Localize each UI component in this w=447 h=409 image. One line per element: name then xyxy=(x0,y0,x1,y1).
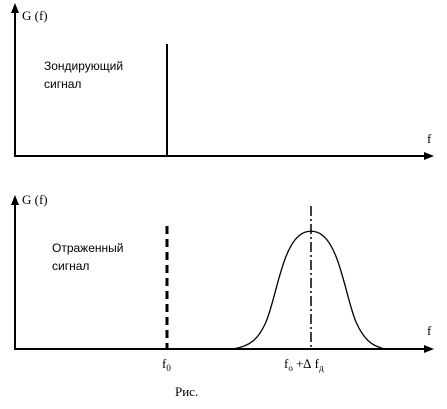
x-label: f xyxy=(427,323,432,338)
subscript: 0 xyxy=(166,363,171,373)
marker-label: f0 xyxy=(162,356,171,373)
arrowheads xyxy=(11,3,434,353)
label-part: f xyxy=(162,356,167,371)
caption: Рис. xyxy=(175,384,198,399)
label-part: f xyxy=(284,356,289,371)
subscript: д xyxy=(319,363,324,373)
annotation: сигнал xyxy=(44,77,81,91)
arrow xyxy=(424,345,434,353)
label-part: +∆ f xyxy=(293,356,320,371)
arrow xyxy=(11,3,19,13)
x-label: f xyxy=(427,131,432,146)
subscript: o xyxy=(288,363,293,373)
annotation: Отраженный xyxy=(52,241,123,255)
y-label: G (f) xyxy=(22,8,48,23)
reflected-spectrum xyxy=(232,230,386,350)
arrow xyxy=(424,152,434,160)
axes xyxy=(14,10,427,350)
arrow xyxy=(11,195,19,205)
y-label: G (f) xyxy=(22,192,48,207)
marker-label: fo +∆ fд xyxy=(284,356,324,373)
annotation: Зондирующий xyxy=(44,59,123,73)
annotation: сигнал xyxy=(52,259,89,273)
